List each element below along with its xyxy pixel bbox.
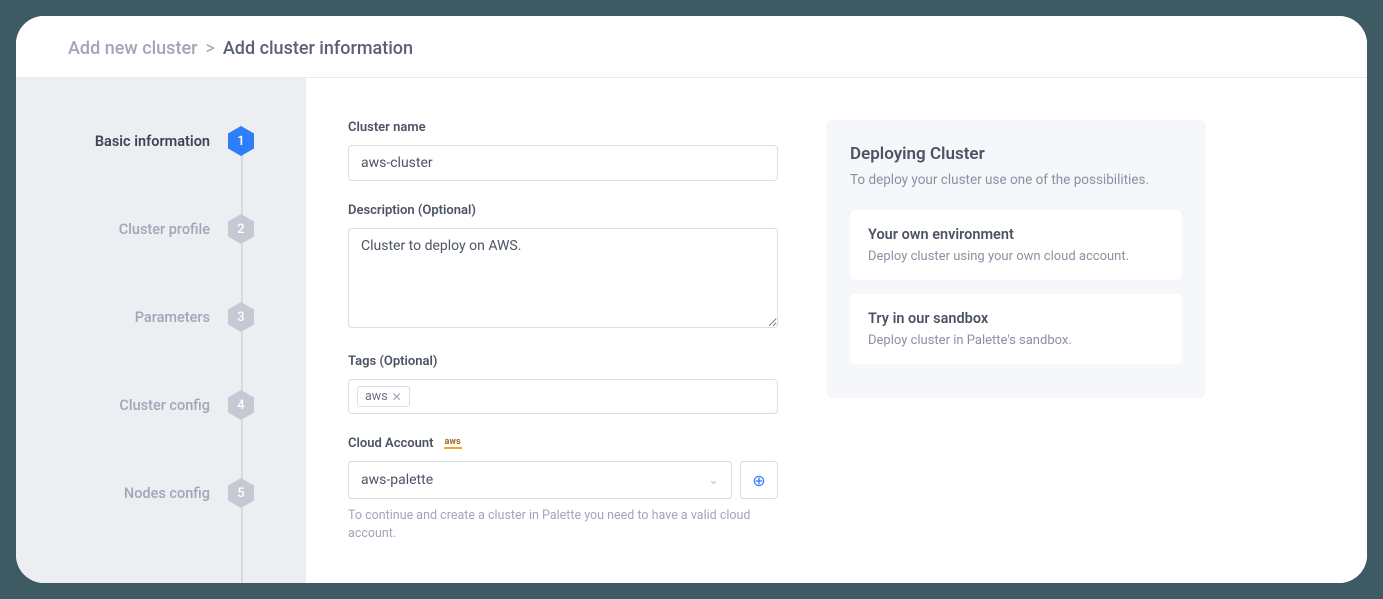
page-body: Basic information 1 Cluster profile 2 Pa…	[16, 78, 1367, 583]
breadcrumb: Add new cluster > Add cluster informatio…	[68, 38, 1315, 59]
panel-subtitle: To deploy your cluster use one of the po…	[850, 172, 1182, 188]
page-header: Add new cluster > Add cluster informatio…	[16, 16, 1367, 78]
select-value: aws-palette	[361, 472, 433, 488]
step-label: Cluster profile	[119, 221, 210, 238]
add-cloud-account-button[interactable]: ⊕	[740, 461, 778, 499]
step-number-badge: 4	[228, 390, 254, 420]
aws-provider-icon: aws	[444, 438, 462, 449]
chevron-down-icon: ⌄	[708, 473, 719, 488]
step-parameters[interactable]: Parameters 3	[16, 302, 306, 332]
plus-circle-icon: ⊕	[752, 471, 765, 490]
field-cluster-name: Cluster name	[348, 120, 778, 181]
step-label: Nodes config	[124, 485, 210, 502]
breadcrumb-parent[interactable]: Add new cluster	[68, 38, 197, 59]
cluster-name-label: Cluster name	[348, 120, 778, 135]
card-subtitle: Deploy cluster using your own cloud acco…	[868, 249, 1164, 264]
tags-label: Tags (Optional)	[348, 354, 778, 369]
card-own-environment[interactable]: Your own environment Deploy cluster usin…	[850, 210, 1182, 280]
info-column: Deploying Cluster To deploy your cluster…	[826, 120, 1206, 553]
field-cloud-account: Cloud Account aws aws-palette ⌄ ⊕ To con…	[348, 436, 778, 543]
tag-chip[interactable]: aws ✕	[357, 386, 410, 407]
cluster-name-input[interactable]	[348, 145, 778, 181]
step-label: Basic information	[95, 133, 210, 150]
description-textarea[interactable]	[348, 228, 778, 328]
description-label: Description (Optional)	[348, 203, 778, 218]
breadcrumb-current: Add cluster information	[223, 38, 413, 59]
card-sandbox[interactable]: Try in our sandbox Deploy cluster in Pal…	[850, 294, 1182, 364]
app-window: Add new cluster > Add cluster informatio…	[16, 16, 1367, 583]
step-cluster-config[interactable]: Cluster config 4	[16, 390, 306, 420]
card-title: Try in our sandbox	[868, 310, 1164, 327]
step-basic-information[interactable]: Basic information 1	[16, 126, 306, 156]
tag-text: aws	[365, 389, 388, 404]
cloud-account-helper: To continue and create a cluster in Pale…	[348, 507, 778, 543]
step-number-badge: 2	[228, 214, 254, 244]
field-description: Description (Optional)	[348, 203, 778, 332]
cloud-account-select[interactable]: aws-palette ⌄	[348, 461, 732, 499]
step-label: Parameters	[135, 309, 210, 326]
step-cluster-profile[interactable]: Cluster profile 2	[16, 214, 306, 244]
breadcrumb-separator: >	[205, 38, 214, 59]
step-nodes-config[interactable]: Nodes config 5	[16, 478, 306, 508]
panel-title: Deploying Cluster	[850, 144, 1182, 164]
tags-input[interactable]: aws ✕	[348, 379, 778, 414]
deploying-cluster-panel: Deploying Cluster To deploy your cluster…	[826, 120, 1206, 398]
cloud-account-label: Cloud Account aws	[348, 436, 778, 451]
card-subtitle: Deploy cluster in Palette's sandbox.	[868, 333, 1164, 348]
remove-tag-icon[interactable]: ✕	[392, 390, 402, 404]
main-content: Cluster name Description (Optional) Tags…	[306, 78, 1367, 583]
step-connector-line	[241, 138, 243, 583]
wizard-stepper: Basic information 1 Cluster profile 2 Pa…	[16, 78, 306, 583]
step-number-badge: 3	[228, 302, 254, 332]
step-number-badge: 5	[228, 478, 254, 508]
step-label: Cluster config	[119, 397, 210, 414]
form-column: Cluster name Description (Optional) Tags…	[348, 120, 778, 553]
card-title: Your own environment	[868, 226, 1164, 243]
field-tags: Tags (Optional) aws ✕	[348, 354, 778, 414]
step-number-badge: 1	[228, 126, 254, 156]
